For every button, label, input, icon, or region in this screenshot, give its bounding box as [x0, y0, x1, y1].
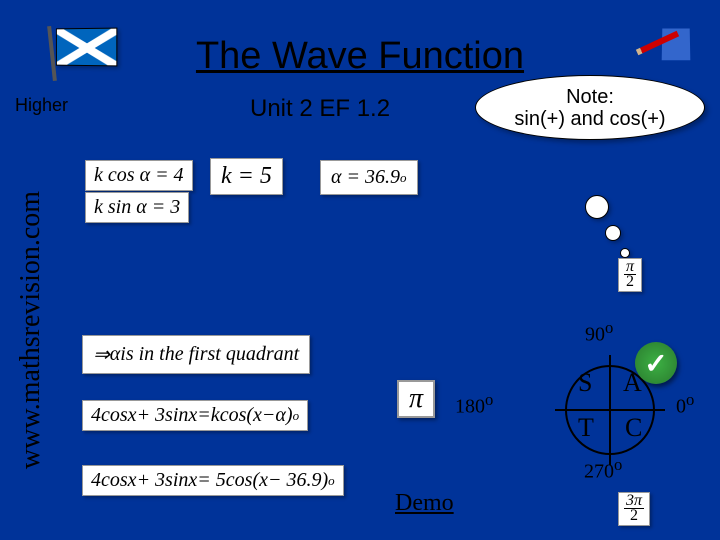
bubble-trail-3: [620, 248, 630, 258]
eq-k: k = 5: [210, 158, 283, 195]
bubble-trail-1: [585, 195, 609, 219]
scotland-flag-icon: [55, 28, 125, 73]
unit-label: Unit 2 EF 1.2: [250, 95, 390, 123]
demo-link[interactable]: Demo: [395, 490, 454, 517]
quad-S: S: [578, 368, 592, 398]
pi-button[interactable]: π: [397, 380, 435, 418]
eq-quadrant: ⇒ α is in the first quadrant: [82, 335, 310, 374]
quadrant-vline: [609, 355, 611, 465]
eq-expand: 4cos x + 3sin x = k cos(x − α)o: [82, 400, 308, 431]
deg-90: 90o: [585, 318, 613, 347]
deg-180: 180o: [455, 390, 493, 419]
sidebar-url: www.mathsrevision.com: [5, 130, 57, 530]
drawing-hand-icon: [615, 10, 700, 80]
note-bubble: Note: sin(+) and cos(+): [475, 75, 705, 140]
eq-ksin: k sin α = 3: [85, 192, 189, 223]
quad-C: C: [625, 413, 642, 443]
sidebar-url-text: www.mathsrevision.com: [15, 191, 47, 469]
eq-kcos: k cos α = 4: [85, 160, 193, 191]
level-label: Higher: [15, 95, 68, 116]
note-line1: Note:: [566, 86, 614, 108]
checkmark-icon: ✓: [635, 342, 677, 384]
eq-alpha: α = 36.9o: [320, 160, 418, 195]
three-pi-over-2-bottom: 3π2: [618, 492, 650, 526]
note-line2: sin(+) and cos(+): [514, 108, 665, 130]
bubble-trail-2: [605, 225, 621, 241]
eq-result: 4cos x + 3sin x = 5cos(x − 36.9)o: [82, 465, 344, 496]
pi-over-2-top: π2: [618, 258, 642, 292]
deg-0: 0o: [676, 390, 694, 419]
quad-T: T: [578, 413, 594, 443]
slide-title: The Wave Function: [130, 35, 590, 78]
